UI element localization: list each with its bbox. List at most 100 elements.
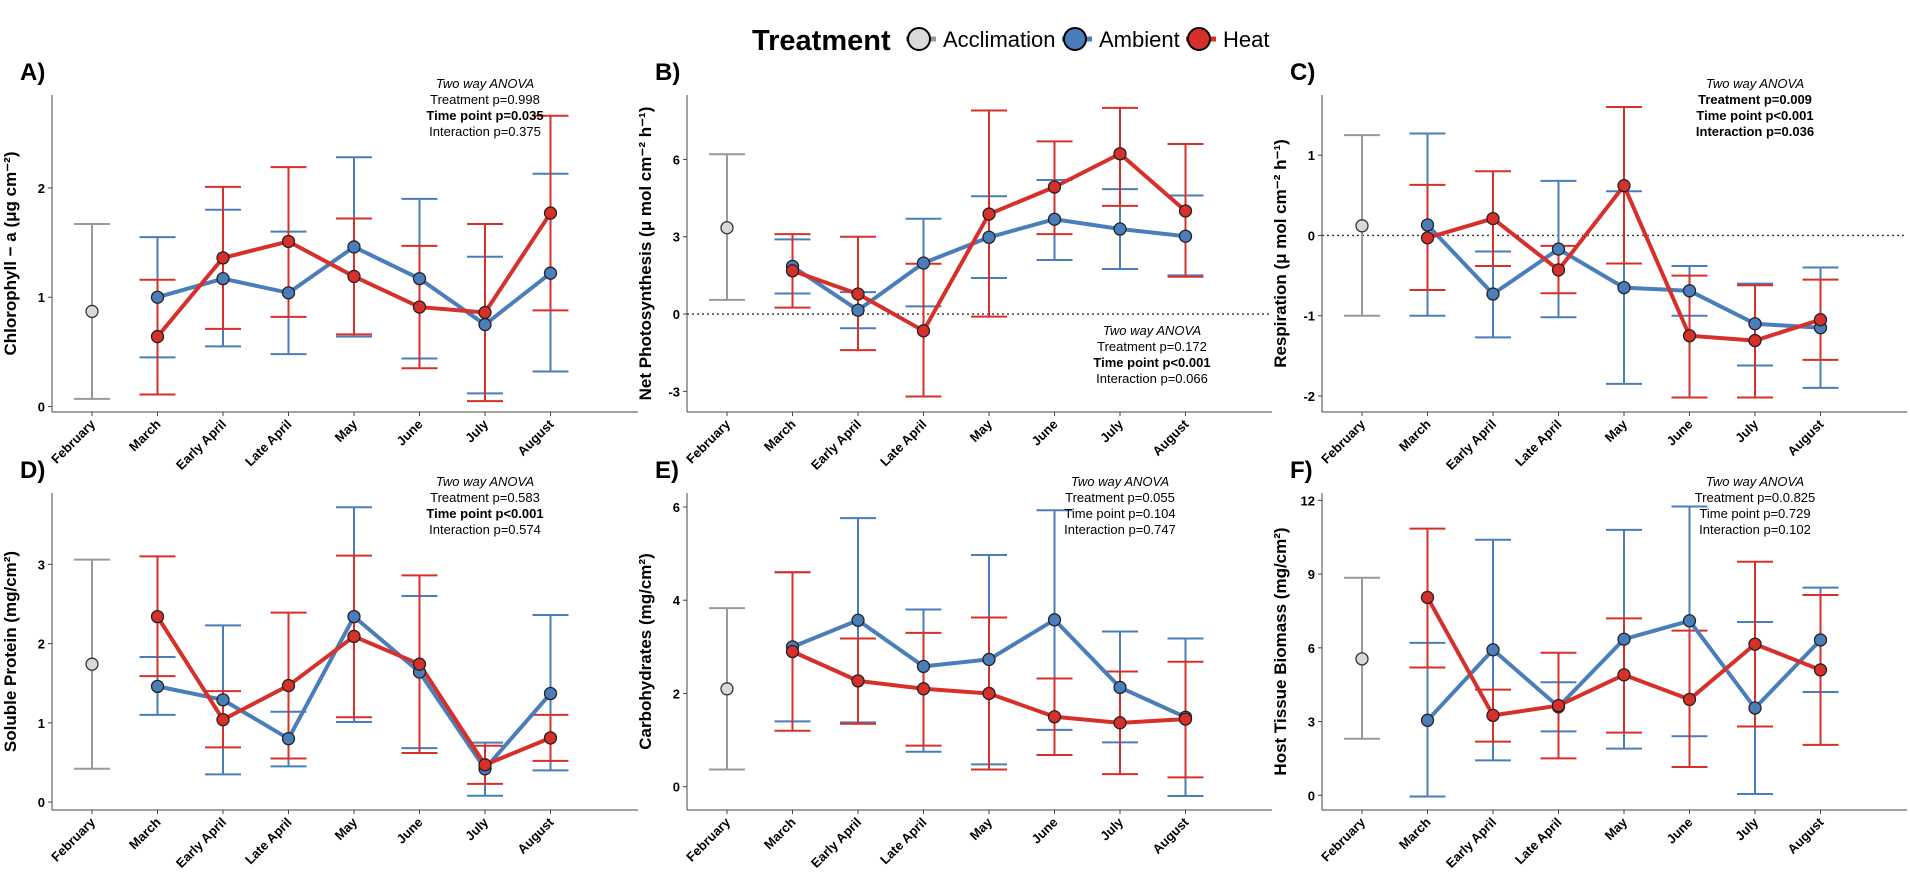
ambient-point: [851, 613, 865, 627]
x-tick-label: August: [1784, 814, 1827, 857]
acclimation-point: [1355, 219, 1369, 233]
heat-point: [982, 207, 996, 221]
anova-line: Interaction p=0.036: [1696, 124, 1814, 139]
y-tick-label: 2: [673, 686, 680, 701]
x-tick-label: February: [48, 814, 98, 864]
y-tick-label: 3: [673, 230, 680, 245]
anova-title: Two way ANOVA: [1071, 474, 1169, 489]
ambient-point: [281, 732, 296, 746]
heat-point: [851, 287, 865, 301]
heat-point: [1813, 313, 1828, 327]
x-tick-label: February: [1318, 416, 1368, 466]
panel-label: E): [655, 457, 679, 484]
legend-key-ambient: [1063, 27, 1087, 51]
ambient-point: [543, 266, 558, 280]
panel-label: B): [655, 59, 680, 86]
acclimation-point: [1355, 652, 1369, 666]
y-tick-label: 2: [38, 637, 45, 652]
ambient-point: [1813, 633, 1828, 647]
y-tick-label: 6: [1308, 641, 1315, 656]
y-tick-label: 1: [1308, 148, 1315, 163]
x-tick-label: May: [332, 416, 361, 445]
x-tick-label: Late April: [877, 815, 930, 868]
x-tick-label: March: [761, 416, 799, 454]
x-tick-label: February: [48, 416, 98, 466]
x-tick-label: August: [514, 814, 557, 857]
heat-point: [982, 686, 996, 701]
heat-point: [478, 305, 492, 320]
legend-key-acclimation: [907, 27, 931, 51]
ambient-point: [982, 652, 996, 667]
panel-label: F): [1290, 457, 1313, 484]
y-axis-title: Net Photosynthesis (μ mol cm⁻² h⁻¹): [636, 107, 655, 401]
heat-point: [412, 300, 427, 314]
anova-title: Two way ANOVA: [1103, 323, 1201, 338]
anova-line: Treatment p=0.998: [430, 92, 540, 107]
panel-label: C): [1290, 59, 1315, 86]
anova-line: Time point p=0.104: [1064, 506, 1175, 521]
x-tick-label: Early April: [808, 417, 864, 473]
ambient-point: [1113, 680, 1127, 695]
ambient-point: [982, 230, 996, 244]
y-tick-label: -1: [1303, 309, 1315, 324]
x-tick-label: March: [126, 814, 164, 852]
x-tick-label: Early April: [1443, 417, 1499, 473]
heat-point: [1486, 211, 1500, 226]
y-tick-label: 9: [1308, 567, 1315, 582]
x-tick-label: March: [1396, 814, 1434, 852]
x-tick-label: Early April: [173, 815, 229, 871]
y-axis-title: Chlorophyll − a (μg cm⁻²): [1, 151, 20, 355]
x-tick-label: Early April: [173, 417, 229, 473]
x-tick-label: Late April: [242, 417, 295, 470]
heat-point: [478, 758, 492, 772]
x-tick-label: May: [967, 814, 996, 843]
heat-point: [1551, 263, 1566, 277]
anova-title: Two way ANOVA: [1706, 474, 1804, 489]
ambient-point: [1178, 229, 1193, 243]
heat-point: [1748, 637, 1762, 651]
y-axis-title: Host Tissue Biomass (mg/cm²): [1271, 527, 1290, 775]
ambient-point: [1420, 713, 1435, 727]
x-tick-label: June: [394, 417, 426, 449]
heat-point: [1113, 147, 1127, 161]
ambient-point: [1486, 287, 1500, 301]
heat-point: [1682, 692, 1697, 707]
panel-a: A) Chlorophyll − a (μg cm⁻²) 0 1 2 February Ma…: [1, 59, 638, 473]
heat-point: [1748, 333, 1762, 348]
panel-label: D): [20, 457, 45, 484]
anova-line: Interaction p=0.102: [1699, 522, 1811, 537]
heat-point: [150, 609, 165, 624]
x-tick-label: July: [1732, 814, 1762, 844]
ambient-point: [1682, 284, 1697, 298]
x-tick-label: February: [1318, 814, 1368, 864]
x-tick-label: Late April: [877, 417, 930, 470]
ambient-point: [1748, 317, 1762, 331]
heat-point: [1420, 590, 1435, 605]
heat-point: [1682, 329, 1697, 343]
ambient-point: [412, 271, 427, 286]
y-tick-label: 0: [1308, 788, 1315, 803]
anova-line: Treatment p=0.172: [1097, 339, 1207, 354]
x-tick-label: Late April: [1512, 815, 1565, 868]
y-axis-title: Carbohydrates (mg/cm²): [636, 553, 655, 749]
heat-point: [785, 644, 800, 659]
y-tick-label: 12: [1301, 493, 1315, 508]
x-tick-label: Early April: [808, 815, 864, 871]
ambient-point: [916, 256, 931, 270]
heat-point: [1113, 716, 1127, 730]
anova-title: Two way ANOVA: [436, 474, 534, 489]
y-tick-label: 2: [38, 181, 45, 196]
ambient-point: [281, 286, 296, 300]
y-tick-label: 6: [673, 500, 680, 515]
y-tick-label: 3: [38, 557, 45, 572]
y-tick-label: -2: [1303, 389, 1315, 404]
ambient-point: [1551, 242, 1566, 256]
heat-point: [1813, 663, 1828, 677]
heat-point: [1551, 698, 1566, 713]
heat-point: [216, 713, 230, 727]
x-tick-label: March: [126, 416, 164, 454]
heat-point: [150, 329, 165, 344]
